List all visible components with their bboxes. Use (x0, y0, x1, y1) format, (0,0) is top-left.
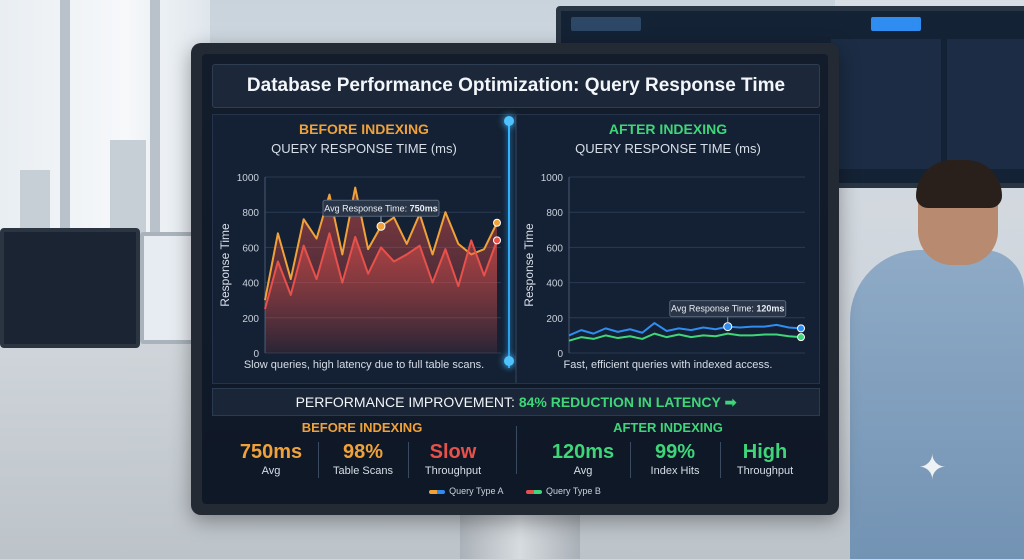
after-heading: AFTER INDEXING (608, 121, 728, 137)
stats-after-heading: AFTER INDEXING (613, 420, 723, 435)
stats-before-heading: BEFORE INDEXING (301, 420, 423, 435)
stat-value: 120ms (551, 441, 615, 463)
arrow-right-icon: ➡ (724, 394, 737, 410)
series-endpoint (797, 333, 805, 342)
before-subtitle: QUERY RESPONSE TIME (ms) (271, 141, 457, 156)
callout-text: Avg Response Time: 750ms (324, 203, 437, 213)
callout-text: Avg Response Time: 120ms (671, 304, 784, 314)
y-tick-label: 1000 (237, 173, 260, 184)
y-tick-label: 600 (546, 243, 563, 254)
stat-before-avg: 750ms Avg (226, 440, 316, 478)
background-panel (831, 39, 941, 169)
after-subtitle: QUERY RESPONSE TIME (ms) (575, 141, 761, 156)
before-caption: Slow queries, high latency due to full t… (243, 359, 485, 371)
before-chart: 0 200 400 600 800 1000 Response Time Avg Respon… (218, 173, 501, 360)
y-axis-label: Response Time (522, 223, 536, 307)
stat-label: Index Hits (650, 465, 700, 477)
y-tick-label: 200 (242, 314, 259, 325)
y-tick-label: 0 (253, 349, 259, 360)
series-endpoint (493, 236, 501, 245)
series-line (264, 232, 498, 310)
y-tick-label: 1000 (541, 173, 564, 184)
after-chart-panel: AFTER INDEXING QUERY RESPONSE TIME (ms) … (516, 114, 820, 384)
page-title: Database Performance Optimization: Query… (212, 64, 820, 108)
after-chart: 0 200 400 600 800 1000 Response Time Avg Respon… (522, 173, 805, 360)
callout-label: Avg Response Time: (671, 304, 756, 314)
legend-label: Query Type A (449, 486, 504, 496)
stat-before-table-scans: 98% Table Scans (318, 440, 408, 478)
callout-value: 120ms (756, 304, 784, 314)
callout-point (723, 322, 733, 332)
improvement-label: PERFORMANCE IMPROVEMENT: (295, 394, 515, 410)
stat-value: 99% (654, 441, 696, 463)
divider-dot (504, 356, 514, 366)
background-panel (947, 39, 1024, 169)
callout-value: 750ms (410, 203, 438, 213)
stat-before-throughput: Slow Throughput (408, 440, 498, 478)
stat-value: 98% (342, 441, 384, 463)
person (850, 250, 1024, 559)
legend-item-a: Query Type A (429, 486, 503, 496)
callout-point (376, 221, 386, 231)
stat-separator (720, 442, 721, 478)
stat-after-index-hits: 99% Index Hits (630, 440, 720, 478)
stat-separator (408, 442, 409, 478)
window-mullion (150, 0, 160, 300)
legend-item-b: Query Type B (526, 486, 601, 496)
stat-value: 750ms (239, 441, 303, 463)
y-axis-label: Response Time (218, 223, 232, 307)
legend-swatch (526, 489, 542, 494)
legend: Query Type A Query Type B (212, 486, 818, 500)
y-tick-label: 200 (546, 314, 563, 325)
stat-label: Avg (573, 465, 593, 477)
stat-value: Slow (429, 441, 477, 463)
stat-value: High (742, 441, 788, 463)
before-heading: BEFORE INDEXING (299, 121, 429, 137)
person-hair (916, 160, 1002, 208)
callout-label: Avg Response Time: (324, 203, 409, 213)
monitor: Database Performance Optimization: Query… (191, 43, 839, 515)
stats-divider (516, 426, 517, 474)
background-monitor (0, 228, 140, 348)
stats-section: BEFORE INDEXING 750ms Avg 98% Table Scan… (212, 416, 818, 484)
panel-divider (508, 120, 510, 368)
y-tick-label: 800 (546, 208, 563, 219)
series-endpoint (797, 324, 805, 333)
legend-label: Query Type B (546, 486, 601, 496)
background-tab (571, 17, 641, 31)
window-mullion (60, 0, 70, 300)
series-line (568, 332, 802, 342)
stat-label: Table Scans (333, 465, 393, 477)
y-tick-label: 800 (242, 208, 259, 219)
dashboard-screen: Database Performance Optimization: Query… (202, 54, 828, 504)
stat-after-avg: 120ms Avg (538, 440, 628, 478)
callout-box (669, 300, 787, 318)
stat-separator (318, 442, 319, 478)
before-chart-panel: BEFORE INDEXING QUERY RESPONSE TIME (ms)… (212, 114, 516, 384)
series-line (568, 322, 802, 337)
y-tick-label: 400 (242, 279, 259, 290)
monitor-stand (460, 515, 580, 559)
stat-label: Throughput (424, 465, 482, 477)
background-tab (871, 17, 921, 31)
stat-label: Throughput (736, 465, 794, 477)
y-tick-label: 400 (546, 279, 563, 290)
area-fill (265, 233, 497, 353)
series-endpoint (493, 218, 501, 227)
stat-separator (630, 442, 631, 478)
stat-after-throughput: High Throughput (720, 440, 810, 478)
after-caption: Fast, efficient queries with indexed acc… (563, 359, 773, 371)
legend-swatch (429, 489, 446, 494)
y-tick-label: 0 (557, 349, 563, 360)
divider-dot (504, 116, 514, 126)
sparkle-icon: ✦ (918, 449, 947, 487)
stat-label: Avg (261, 465, 281, 477)
performance-improvement-bar: PERFORMANCE IMPROVEMENT: 84% REDUCTION I… (212, 388, 820, 416)
improvement-highlight: 84% REDUCTION IN LATENCY (518, 394, 721, 410)
callout-box (322, 199, 440, 217)
y-tick-label: 600 (242, 243, 259, 254)
